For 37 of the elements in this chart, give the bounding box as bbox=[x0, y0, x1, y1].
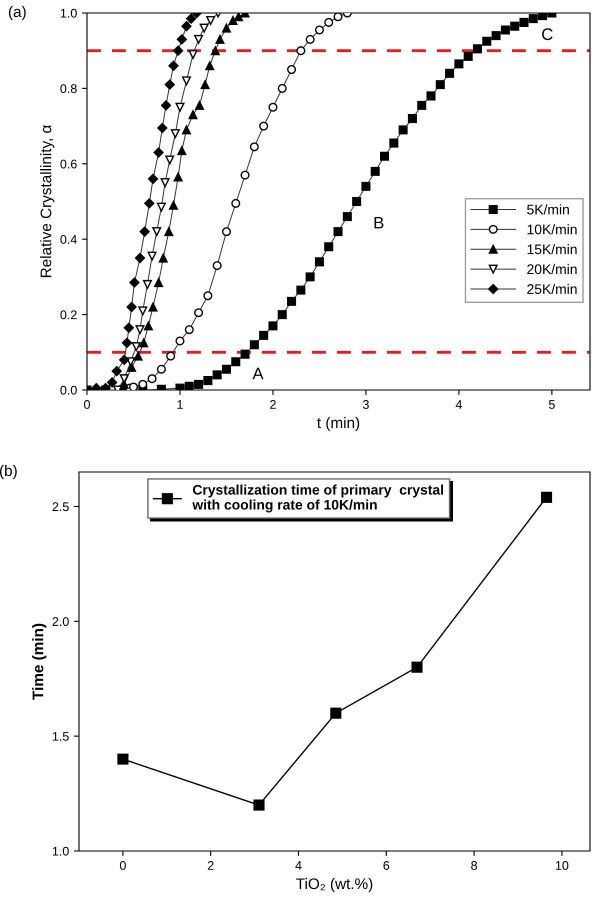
x-tick-label: 2 bbox=[270, 400, 276, 409]
text: (b) bbox=[0, 464, 17, 480]
legend-label: 15K/min bbox=[528, 244, 577, 254]
x-tick-label: 0 bbox=[84, 400, 90, 409]
y-axis-title: Relative Crystallinity, α bbox=[40, 125, 54, 278]
annotation: B bbox=[374, 216, 384, 228]
legend-label: 25K/min bbox=[527, 284, 577, 294]
y-axis-title: Time (min) bbox=[32, 624, 46, 700]
x-tick-label: 8 bbox=[471, 861, 478, 870]
x-tick-label: 1 bbox=[177, 400, 183, 409]
legend-label: 20K/min bbox=[527, 264, 577, 274]
y-tick-label: 1.0 bbox=[52, 846, 69, 856]
x-axis-title: TiO₂ (wt.%) bbox=[296, 878, 372, 892]
annotation: C bbox=[542, 28, 553, 40]
x-tick-label: 0 bbox=[120, 861, 126, 870]
y-tick-label: 0.8 bbox=[60, 84, 77, 94]
x-tick-label: 2 bbox=[208, 861, 214, 870]
legend-label: 5K/min bbox=[527, 204, 569, 214]
y-tick-label: 2.0 bbox=[52, 617, 69, 626]
legend-label: 10K/min bbox=[528, 224, 577, 234]
text: (a) bbox=[8, 6, 26, 20]
legend-label: Crystallization time of primary crystal with cooling rate of 10K/min bbox=[192, 484, 444, 512]
y-tick-label: 0.2 bbox=[60, 310, 77, 320]
x-tick-label: 10 bbox=[556, 861, 568, 870]
y-tick-label: 0.4 bbox=[60, 235, 77, 244]
x-tick-label: 6 bbox=[383, 861, 390, 870]
y-tick-label: 1.5 bbox=[52, 732, 69, 741]
annotation: A bbox=[252, 368, 264, 380]
x-tick-label: 3 bbox=[362, 400, 369, 409]
x-tick-label: 4 bbox=[456, 400, 462, 409]
x-tick-label: 5 bbox=[548, 400, 555, 409]
x-tick-label: 4 bbox=[295, 861, 302, 870]
y-tick-label: 0.6 bbox=[60, 160, 77, 168]
x-axis-title: t (min) bbox=[317, 416, 360, 432]
y-tick-label: 1.0 bbox=[60, 8, 77, 18]
y-tick-label: 2.5 bbox=[52, 502, 69, 512]
y-tick-label: 0.0 bbox=[60, 386, 77, 395]
